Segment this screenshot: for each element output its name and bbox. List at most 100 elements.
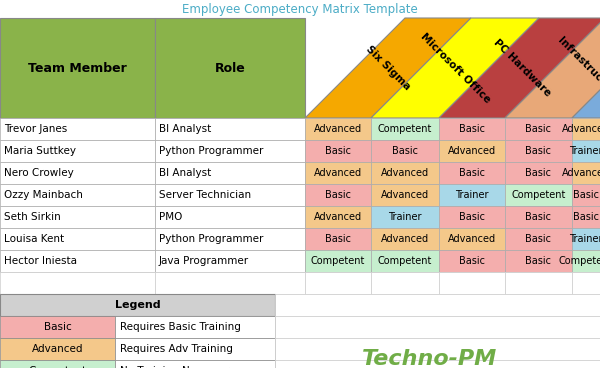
Text: Competent: Competent [378, 256, 432, 266]
Bar [0, 18, 155, 118]
Text: Advanced: Advanced [562, 168, 600, 178]
Bar [0, 184, 155, 206]
Bar [371, 162, 439, 184]
Text: Python Programmer: Python Programmer [159, 234, 263, 244]
Text: BI Analyst: BI Analyst [159, 124, 211, 134]
Text: Basic: Basic [526, 212, 551, 222]
Bar [0, 250, 155, 272]
Bar [505, 140, 572, 162]
Text: Competent: Competent [511, 190, 566, 200]
Text: Trevor Janes: Trevor Janes [4, 124, 67, 134]
Bar [305, 272, 371, 294]
Bar [505, 250, 572, 272]
Bar [0, 118, 155, 140]
Text: Basic: Basic [526, 168, 551, 178]
Bar [572, 162, 600, 184]
Text: Team Member: Team Member [28, 61, 127, 74]
Text: PMO: PMO [159, 212, 182, 222]
Text: Advanced: Advanced [448, 234, 496, 244]
Text: Louisa Kent: Louisa Kent [4, 234, 64, 244]
Polygon shape [505, 18, 600, 118]
Text: Legend: Legend [115, 300, 160, 310]
Text: Advanced: Advanced [314, 168, 362, 178]
Bar [275, 338, 600, 360]
Text: Trainer: Trainer [455, 190, 489, 200]
Text: Basic: Basic [459, 212, 485, 222]
Text: Server Technician: Server Technician [159, 190, 251, 200]
Bar [0, 162, 155, 184]
Text: Basic: Basic [325, 190, 351, 200]
Text: Trainer: Trainer [388, 212, 422, 222]
Text: Competent: Competent [311, 256, 365, 266]
Text: Basic: Basic [325, 146, 351, 156]
Text: Role: Role [215, 61, 245, 74]
Bar [0, 206, 155, 228]
Bar [305, 162, 371, 184]
Text: Basic: Basic [325, 234, 351, 244]
Bar [371, 118, 439, 140]
Bar [305, 140, 371, 162]
Text: Basic: Basic [526, 124, 551, 134]
Bar [439, 228, 505, 250]
Bar [155, 206, 305, 228]
Text: Basic: Basic [526, 256, 551, 266]
Bar [115, 338, 275, 360]
Bar [572, 184, 600, 206]
Bar [505, 118, 572, 140]
Bar [572, 118, 600, 140]
Text: Trainer: Trainer [569, 146, 600, 156]
Text: Requires Adv Training: Requires Adv Training [120, 344, 233, 354]
Text: Basic: Basic [392, 146, 418, 156]
Text: Competent: Competent [28, 366, 86, 368]
Text: Basic: Basic [459, 124, 485, 134]
Text: Microsoft Office: Microsoft Office [418, 31, 492, 105]
Bar [439, 250, 505, 272]
Text: Six Sigma: Six Sigma [364, 44, 412, 92]
Bar [439, 162, 505, 184]
Bar [0, 140, 155, 162]
Bar [572, 140, 600, 162]
Text: Basic: Basic [459, 256, 485, 266]
Text: Basic: Basic [573, 212, 599, 222]
Text: Techno-PM: Techno-PM [362, 349, 497, 368]
Bar [505, 272, 572, 294]
Bar [572, 206, 600, 228]
Bar [0, 316, 115, 338]
Bar [371, 228, 439, 250]
Bar [505, 206, 572, 228]
Text: Advanced: Advanced [562, 124, 600, 134]
Bar [572, 250, 600, 272]
Bar [371, 250, 439, 272]
Bar [155, 140, 305, 162]
Text: Basic: Basic [526, 234, 551, 244]
Text: Advanced: Advanced [314, 212, 362, 222]
Bar [155, 184, 305, 206]
Bar [439, 118, 505, 140]
Bar [275, 360, 600, 368]
Bar [155, 18, 305, 118]
Text: Advanced: Advanced [32, 344, 83, 354]
Bar [0, 228, 155, 250]
Text: Advanced: Advanced [314, 124, 362, 134]
Text: No Training Necessary: No Training Necessary [120, 366, 236, 368]
Text: Advanced: Advanced [448, 146, 496, 156]
Text: PC Hardware: PC Hardware [491, 38, 553, 99]
Text: Basic: Basic [44, 322, 71, 332]
Text: Java Programmer: Java Programmer [159, 256, 249, 266]
Text: Maria Suttkey: Maria Suttkey [4, 146, 76, 156]
Text: Python Programmer: Python Programmer [159, 146, 263, 156]
Bar [155, 272, 305, 294]
Text: Seth Sirkin: Seth Sirkin [4, 212, 61, 222]
Bar [439, 272, 505, 294]
Bar [155, 250, 305, 272]
Polygon shape [439, 18, 600, 118]
Bar [115, 360, 275, 368]
Text: Advanced: Advanced [381, 234, 429, 244]
Bar [0, 360, 115, 368]
Text: Infrastructure: Infrastructure [556, 35, 600, 101]
Text: Requires Basic Training: Requires Basic Training [120, 322, 241, 332]
Text: Employee Competency Matrix Template: Employee Competency Matrix Template [182, 3, 418, 15]
Bar [505, 184, 572, 206]
Bar [305, 184, 371, 206]
Bar [305, 118, 371, 140]
